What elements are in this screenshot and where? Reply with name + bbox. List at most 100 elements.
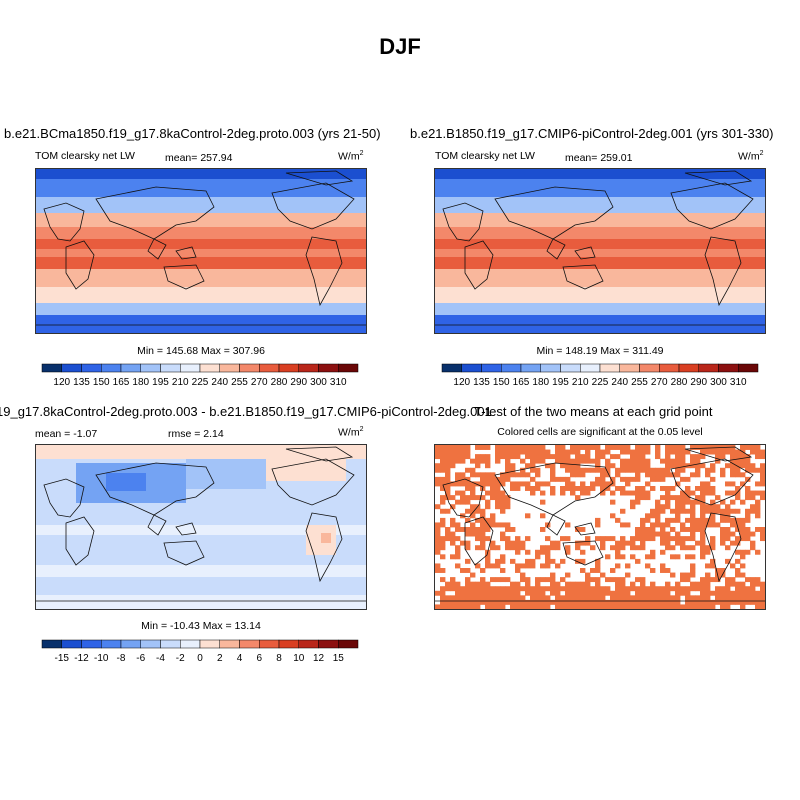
significant-cell [485,481,491,487]
significant-cell [690,504,696,510]
polar-band-south [36,315,366,333]
significant-cell [480,458,486,464]
significant-cell [490,495,496,501]
significant-cell [745,549,751,555]
significant-cell [440,499,446,505]
significant-cell [555,545,561,551]
significant-cell [565,454,571,460]
significant-cell [625,590,631,596]
significant-cell [690,536,696,542]
significant-cell [725,595,731,601]
significant-cell [620,599,626,605]
significant-cell [705,563,711,569]
significant-cell [530,558,536,564]
significant-cell [550,490,556,496]
significant-cell [710,476,716,482]
significant-cell [725,463,731,469]
significant-cell [465,540,471,546]
significant-cell [710,604,716,609]
southern-band [36,565,366,577]
significant-cell [760,590,765,596]
significant-cell [465,595,471,601]
significant-cell [580,540,586,546]
significant-cell [445,472,451,478]
significant-cell [480,595,486,601]
significant-cell [525,604,531,609]
significant-cell [580,527,586,532]
coastline [684,446,753,462]
significant-cell [610,568,616,573]
significant-cell [515,540,521,546]
significant-cell [755,454,761,460]
significant-cell [740,549,746,555]
panel3-mean-label: mean = -1.07 [35,428,98,440]
significant-cell [495,504,501,510]
significant-cell [670,572,676,578]
significant-cell [620,486,626,491]
significant-cell [555,586,561,592]
significant-cell [665,504,671,510]
significant-cell [510,540,516,546]
significant-cell [745,486,751,491]
significant-cell [460,586,466,592]
significant-cell [615,554,621,560]
significant-cell [620,590,626,596]
significant-cell [510,599,516,605]
significant-cell [450,577,456,583]
significant-cell [730,540,736,546]
significant-cell [660,549,666,555]
panel3-colorbar: -15 -12 -10 -8 -6 -4 -2 0 2 4 6 8 10 12 15 [41,639,359,666]
significant-cell [620,467,626,473]
significant-cell [550,581,556,587]
significant-cell [650,472,656,478]
significant-cell [555,563,561,569]
colorbar-tick-label: -12 [74,653,89,664]
significant-cell [495,577,501,583]
significant-cell [460,599,466,605]
significant-cell [455,445,461,450]
significant-cell [675,581,681,587]
significant-cell [645,517,651,523]
significant-cell [750,595,756,601]
significant-cell [730,449,736,455]
significant-cell [480,522,486,528]
significant-cell [535,445,541,450]
significant-cell [460,481,466,487]
significant-cell [550,599,556,605]
significant-cell [585,577,591,583]
significant-cell [545,545,551,551]
significant-cell [595,449,601,455]
significant-cell [610,513,616,519]
significant-cell [640,490,646,496]
coastline [163,540,205,566]
significant-cell [500,449,506,455]
significant-cell [475,599,481,605]
colorbar-tick-label: 6 [256,653,262,664]
significant-cell [670,517,676,523]
significant-cell [485,563,491,569]
subtrop-band-south [435,269,765,287]
significant-cell [710,558,716,564]
significant-cell [655,604,661,609]
significant-cell [675,467,681,473]
high-lat-band-south [435,303,765,315]
significant-cell [445,476,451,482]
significant-cell [500,504,506,510]
colorbar-box [61,639,82,649]
significant-cell [675,599,681,605]
significant-cell [710,563,716,569]
significant-cell [595,481,601,487]
significant-cell [435,536,441,542]
significant-cell [700,531,706,537]
significant-cell [595,517,601,523]
significant-cell [635,558,641,564]
significant-cell [480,472,486,478]
significant-cell [755,549,761,555]
significant-cell [485,604,491,609]
significant-cell [610,490,616,496]
significant-cell [480,590,486,596]
panel3-title: 19_g17.8kaControl-2deg.proto.003 - b.e21… [0,404,492,419]
significant-cell [640,545,646,551]
significant-cell [705,522,711,528]
significant-cell [580,568,586,573]
